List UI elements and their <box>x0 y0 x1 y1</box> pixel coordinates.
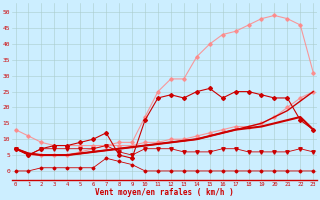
X-axis label: Vent moyen/en rafales ( km/h ): Vent moyen/en rafales ( km/h ) <box>95 188 234 197</box>
